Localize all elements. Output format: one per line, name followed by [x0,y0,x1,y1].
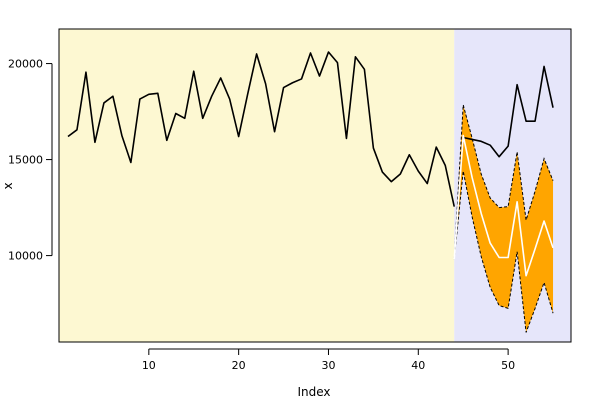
x-axis-label: Index [297,385,330,399]
y-axis-label: x [1,182,15,189]
x-tick-label: 20 [232,359,246,372]
y-tick-label: 20000 [8,58,43,71]
confidence-band [454,104,554,333]
observed-series-line [67,51,456,207]
observed-region [59,29,455,342]
y-axis: 10000 15000 20000 [8,58,53,263]
x-tick-label: 30 [321,359,335,372]
forecast-series-line [453,134,554,277]
x-tick-label: 40 [411,359,425,372]
y-tick-label: 15000 [8,154,43,167]
plot-frame [58,28,572,343]
x-axis: 10 20 30 40 50 [142,348,515,372]
actual-series-line [463,65,554,158]
x-tick-label: 50 [501,359,515,372]
series-lines [67,51,554,277]
y-tick-label: 10000 [8,250,43,263]
forecast-band [453,104,554,333]
x-tick-label: 10 [142,359,156,372]
lower-bound-line [453,171,554,333]
